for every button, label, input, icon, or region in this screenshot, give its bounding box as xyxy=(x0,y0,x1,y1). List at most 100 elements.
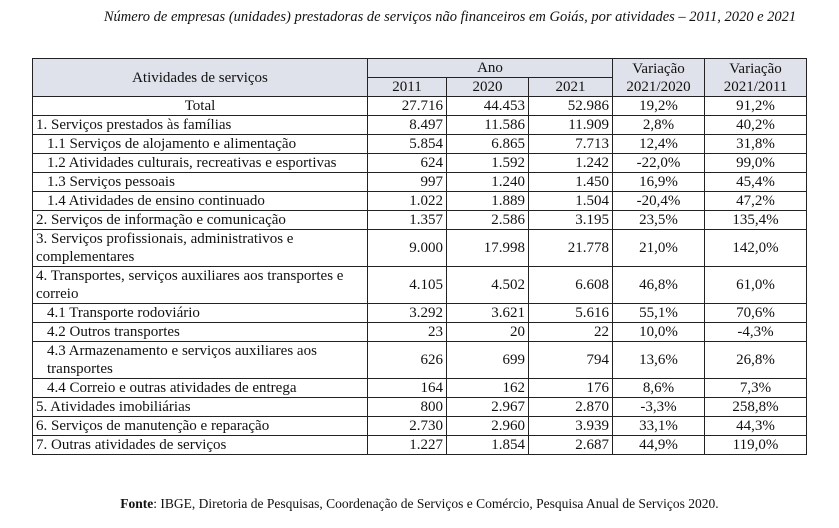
cell-v2: 40,2% xyxy=(704,115,807,135)
cell-y2021: 21.778 xyxy=(528,229,613,267)
services-table: Atividades de serviços Ano Variação 2021… xyxy=(32,58,807,455)
cell-v2: 31,8% xyxy=(704,134,807,154)
cell-v2: 258,8% xyxy=(704,397,807,417)
cell-v1: -3,3% xyxy=(612,397,705,417)
table-row: Total 27.716 44.453 52.986 19,2% 91,2% xyxy=(32,96,807,116)
cell-y2011: 626 xyxy=(367,341,447,379)
cell-y2021: 5.616 xyxy=(528,303,613,323)
cell-label: 4.4 Correio e outras atividades de entre… xyxy=(32,378,368,398)
cell-y2011: 23 xyxy=(367,322,447,342)
cell-y2011: 5.854 xyxy=(367,134,447,154)
cell-y2011: 164 xyxy=(367,378,447,398)
cell-y2020: 20 xyxy=(446,322,529,342)
cell-label: 4.3 Armazenamento e serviços auxiliares … xyxy=(32,341,368,379)
cell-v2: 91,2% xyxy=(704,96,807,116)
cell-v1: 44,9% xyxy=(612,435,705,455)
cell-v1: 13,6% xyxy=(612,341,705,379)
cell-label: 4.1 Transporte rodoviário xyxy=(32,303,368,323)
cell-v1: 8,6% xyxy=(612,378,705,398)
cell-y2021: 794 xyxy=(528,341,613,379)
cell-v1: 16,9% xyxy=(612,172,705,192)
cell-v1: 12,4% xyxy=(612,134,705,154)
cell-label: 1.4 Atividades de ensino continuado xyxy=(32,191,368,211)
cell-y2011: 4.105 xyxy=(367,266,447,304)
table-row: 5. Atividades imobiliárias 800 2.967 2.870-… xyxy=(32,397,807,417)
header-year-group: Ano xyxy=(367,58,613,78)
header-activities: Atividades de serviços xyxy=(32,58,368,97)
table-row: 4. Transportes, serviços auxiliares aos … xyxy=(32,266,807,304)
cell-y2021: 7.713 xyxy=(528,134,613,154)
cell-y2021: 2.687 xyxy=(528,435,613,455)
table-row: 1.1 Serviços de alojamento e alimentação… xyxy=(32,134,807,154)
cell-v2: 70,6% xyxy=(704,303,807,323)
table-row: 1.3 Serviços pessoais 997 1.240 1.450 16,9% 4… xyxy=(32,172,807,192)
cell-y2011: 27.716 xyxy=(367,96,447,116)
cell-y2020: 1.240 xyxy=(446,172,529,192)
cell-y2020: 699 xyxy=(446,341,529,379)
cell-label: 7. Outras atividades de serviços xyxy=(32,435,368,455)
table-row: 1.4 Atividades de ensino continuado 1.022… xyxy=(32,191,807,211)
cell-y2011: 2.730 xyxy=(367,416,447,436)
cell-y2021: 1.504 xyxy=(528,191,613,211)
cell-y2021: 11.909 xyxy=(528,115,613,135)
table-row: 2. Serviços de informação e comunicação 1… xyxy=(32,210,807,230)
cell-y2011: 3.292 xyxy=(367,303,447,323)
cell-y2021: 3.195 xyxy=(528,210,613,230)
table-row: 4.3 Armazenamento e serviços auxiliares … xyxy=(32,341,807,379)
cell-y2020: 1.854 xyxy=(446,435,529,455)
table-row: 4.2 Outros transportes 23 20 22 10,0% -4,3% xyxy=(32,322,807,342)
cell-v2: -4,3% xyxy=(704,322,807,342)
cell-v1: 21,0% xyxy=(612,229,705,267)
cell-label: 4. Transportes, serviços auxiliares aos … xyxy=(32,266,368,304)
cell-y2020: 17.998 xyxy=(446,229,529,267)
cell-label: 1. Serviços prestados às famílias xyxy=(32,115,368,135)
table-row: 1.2 Atividades culturais, recreativas e … xyxy=(32,153,807,173)
header-year-2021: 2021 xyxy=(528,77,613,97)
table-row: 3. Serviços profissionais, administrativ… xyxy=(32,229,807,267)
cell-v1: -22,0% xyxy=(612,153,705,173)
cell-y2020: 11.586 xyxy=(446,115,529,135)
cell-y2020: 4.502 xyxy=(446,266,529,304)
cell-y2021: 6.608 xyxy=(528,266,613,304)
cell-label: 1.2 Atividades culturais, recreativas e … xyxy=(32,153,368,173)
cell-y2011: 8.497 xyxy=(367,115,447,135)
header-variation-2021-2011: Variação 2021/2011 xyxy=(704,58,807,97)
cell-y2011: 997 xyxy=(367,172,447,192)
cell-y2020: 2.967 xyxy=(446,397,529,417)
cell-y2020: 2.586 xyxy=(446,210,529,230)
cell-label: 2. Serviços de informação e comunicação xyxy=(32,210,368,230)
table-row: 6. Serviços de manutenção e reparação 2.7… xyxy=(32,416,807,436)
cell-y2021: 3.939 xyxy=(528,416,613,436)
cell-v2: 99,0% xyxy=(704,153,807,173)
cell-v2: 119,0% xyxy=(704,435,807,455)
cell-y2011: 1.227 xyxy=(367,435,447,455)
cell-y2011: 1.357 xyxy=(367,210,447,230)
cell-y2020: 44.453 xyxy=(446,96,529,116)
source-text: : IBGE, Diretoria de Pesquisas, Coordena… xyxy=(153,496,719,511)
header-variation-2021-2020: Variação 2021/2020 xyxy=(612,58,705,97)
header-year-2011: 2011 xyxy=(367,77,447,97)
source-note: Fonte: IBGE, Diretoria de Pesquisas, Coo… xyxy=(0,496,839,512)
cell-y2021: 1.450 xyxy=(528,172,613,192)
cell-y2021: 176 xyxy=(528,378,613,398)
cell-v1: -20,4% xyxy=(612,191,705,211)
cell-y2020: 1.889 xyxy=(446,191,529,211)
cell-y2021: 2.870 xyxy=(528,397,613,417)
cell-y2020: 1.592 xyxy=(446,153,529,173)
cell-y2011: 800 xyxy=(367,397,447,417)
cell-y2011: 9.000 xyxy=(367,229,447,267)
cell-v2: 44,3% xyxy=(704,416,807,436)
cell-y2020: 3.621 xyxy=(446,303,529,323)
table-row: 1. Serviços prestados às famílias 8.497 11… xyxy=(32,115,807,135)
cell-label: 6. Serviços de manutenção e reparação xyxy=(32,416,368,436)
cell-v2: 26,8% xyxy=(704,341,807,379)
table-body: Total 27.716 44.453 52.986 19,2% 91,2% 1. Serv… xyxy=(32,96,807,455)
cell-v2: 7,3% xyxy=(704,378,807,398)
cell-v1: 19,2% xyxy=(612,96,705,116)
cell-v2: 45,4% xyxy=(704,172,807,192)
source-label: Fonte xyxy=(120,496,154,511)
cell-v2: 61,0% xyxy=(704,266,807,304)
cell-v2: 135,4% xyxy=(704,210,807,230)
header-year-2020: 2020 xyxy=(446,77,529,97)
cell-y2020: 6.865 xyxy=(446,134,529,154)
